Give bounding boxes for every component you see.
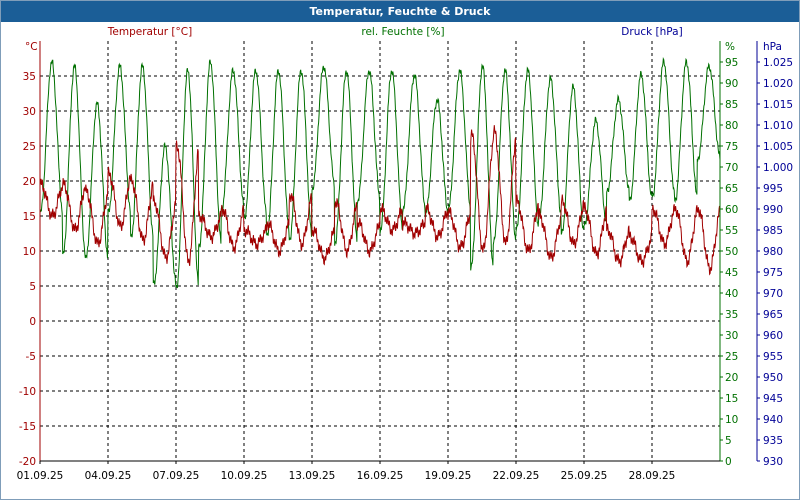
- tick-label-pressure: 945: [763, 393, 783, 405]
- tick-label-pressure: 955: [763, 351, 783, 363]
- tick-label-humidity: 40: [725, 288, 738, 300]
- tick-label-pressure: 1.000: [763, 162, 793, 174]
- tick-label-x: 13.09.25: [289, 470, 336, 482]
- axis-title-temperature: Temperatur [°C]: [107, 26, 192, 38]
- tick-label-pressure: 980: [763, 246, 783, 258]
- chart-title: Temperatur, Feuchte & Druck: [1, 1, 799, 22]
- tick-label-x: 01.09.25: [17, 470, 64, 482]
- unit-label-temperature: °C: [25, 41, 38, 53]
- tick-label-pressure: 940: [763, 414, 783, 426]
- tick-label-humidity: 75: [725, 141, 738, 153]
- series-line-humidity: [39, 56, 721, 289]
- tick-label-x: 04.09.25: [85, 470, 132, 482]
- series-layer: [39, 56, 721, 289]
- tick-label-temperature: 30: [23, 106, 36, 118]
- series-line-temperature: [39, 125, 721, 276]
- tick-label-temperature: -10: [19, 386, 36, 398]
- tick-label-pressure: 960: [763, 330, 783, 342]
- tick-label-humidity: 50: [725, 246, 738, 258]
- tick-label-pressure: 985: [763, 225, 783, 237]
- tick-label-humidity: 10: [725, 414, 738, 426]
- tick-label-temperature: 5: [29, 281, 36, 293]
- tick-label-humidity: 85: [725, 99, 738, 111]
- tick-label-humidity: 60: [725, 204, 738, 216]
- tick-label-humidity: 55: [725, 225, 738, 237]
- tick-label-x: 16.09.25: [357, 470, 404, 482]
- tick-label-humidity: 90: [725, 78, 738, 90]
- tick-label-humidity: 30: [725, 330, 738, 342]
- tick-label-temperature: 0: [29, 316, 36, 328]
- tick-label-humidity: 70: [725, 162, 738, 174]
- axes-layer: 35302520151050-5-10-15-20959085807570656…: [17, 41, 793, 482]
- tick-label-x: 10.09.25: [221, 470, 268, 482]
- tick-label-temperature: -5: [26, 351, 36, 363]
- axis-title-humidity: rel. Feuchte [%]: [361, 26, 444, 38]
- grid-lines: [40, 41, 720, 461]
- tick-label-pressure: 1.005: [763, 141, 793, 153]
- tick-label-humidity: 95: [725, 57, 738, 69]
- tick-label-temperature: -15: [19, 421, 36, 433]
- tick-label-x: 19.09.25: [425, 470, 472, 482]
- tick-label-temperature: 25: [23, 141, 36, 153]
- tick-label-humidity: 80: [725, 120, 738, 132]
- tick-label-pressure: 930: [763, 456, 783, 468]
- tick-label-pressure: 1.015: [763, 99, 793, 111]
- tick-label-pressure: 965: [763, 309, 783, 321]
- tick-label-humidity: 35: [725, 309, 738, 321]
- tick-label-temperature: 20: [23, 176, 36, 188]
- tick-label-pressure: 970: [763, 288, 783, 300]
- tick-label-pressure: 1.010: [763, 120, 793, 132]
- tick-label-pressure: 950: [763, 372, 783, 384]
- tick-label-x: 25.09.25: [561, 470, 608, 482]
- tick-label-pressure: 1.020: [763, 78, 793, 90]
- tick-label-pressure: 995: [763, 183, 783, 195]
- tick-label-humidity: 20: [725, 372, 738, 384]
- tick-label-pressure: 975: [763, 267, 783, 279]
- tick-label-temperature: -20: [19, 456, 36, 468]
- tick-label-humidity: 45: [725, 267, 738, 279]
- tick-label-x: 22.09.25: [493, 470, 540, 482]
- tick-label-humidity: 0: [725, 456, 732, 468]
- unit-label-pressure: hPa: [763, 41, 782, 53]
- tick-label-humidity: 65: [725, 183, 738, 195]
- tick-label-humidity: 25: [725, 351, 738, 363]
- tick-label-pressure: 935: [763, 435, 783, 447]
- axis-title-pressure: Druck [hPa]: [621, 26, 682, 38]
- tick-label-pressure: 1.025: [763, 57, 793, 69]
- tick-label-x: 28.09.25: [629, 470, 676, 482]
- unit-label-humidity: %: [725, 41, 735, 53]
- tick-label-humidity: 15: [725, 393, 738, 405]
- tick-label-pressure: 990: [763, 204, 783, 216]
- tick-label-temperature: 15: [23, 211, 36, 223]
- tick-label-x: 07.09.25: [153, 470, 200, 482]
- tick-label-temperature: 35: [23, 71, 36, 83]
- tick-label-humidity: 5: [725, 435, 732, 447]
- tick-label-temperature: 10: [23, 246, 36, 258]
